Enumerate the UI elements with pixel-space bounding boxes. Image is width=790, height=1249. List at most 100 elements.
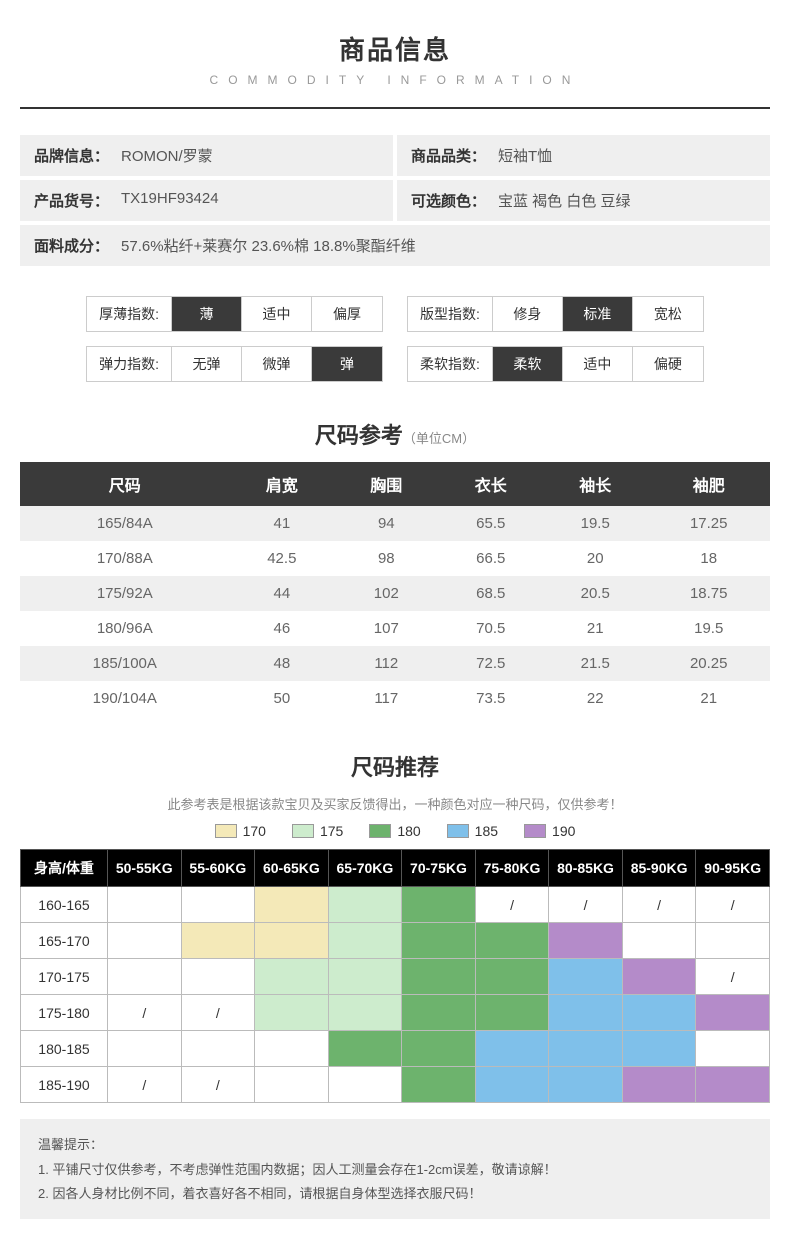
rec-cell: [622, 923, 696, 959]
legend-label: 190: [552, 823, 575, 839]
rec-cell: /: [696, 959, 770, 995]
rec-cell: /: [181, 1067, 255, 1103]
spec-indices: 厚薄指数:薄适中偏厚版型指数:修身标准宽松弹力指数:无弹微弹弹柔软指数:柔软适中…: [20, 296, 770, 382]
legend-swatch: [369, 824, 391, 838]
rec-cell: [181, 887, 255, 923]
legend-label: 170: [243, 823, 266, 839]
size-cell: 50: [230, 681, 334, 716]
rec-weight-header: 90-95KG: [696, 850, 770, 887]
rec-cell: [328, 1031, 402, 1067]
category-label: 商品品类：: [411, 145, 486, 166]
index-option: 弹: [312, 347, 382, 381]
legend-swatch: [447, 824, 469, 838]
rec-cell: [402, 1067, 476, 1103]
rec-cell: [255, 959, 329, 995]
index-option: 无弹: [172, 347, 242, 381]
size-cell: 102: [334, 576, 438, 611]
rec-cell: [181, 1031, 255, 1067]
index-group: 版型指数:修身标准宽松: [407, 296, 704, 332]
category-value: 短袖T恤: [498, 145, 552, 166]
rec-cell: [696, 1067, 770, 1103]
rec-cell: [622, 1031, 696, 1067]
rec-height-label: 185-190: [21, 1067, 108, 1103]
rec-cell: /: [475, 887, 549, 923]
size-cell: 170/88A: [20, 541, 230, 576]
rec-cell: [696, 923, 770, 959]
product-info: 品牌信息：ROMON/罗蒙 商品品类：短袖T恤 产品货号：TX19HF93424…: [20, 135, 770, 266]
rec-cell: [549, 995, 623, 1031]
legend-swatch: [215, 824, 237, 838]
color-value: 宝蓝 褐色 白色 豆绿: [498, 190, 631, 211]
rec-cell: [255, 995, 329, 1031]
size-col-header: 袖肥: [647, 462, 770, 506]
rec-height-label: 175-180: [21, 995, 108, 1031]
rec-cell: [696, 1031, 770, 1067]
rec-cell: [622, 1067, 696, 1103]
rec-cell: [549, 959, 623, 995]
index-option: 宽松: [633, 297, 703, 331]
rec-height-label: 165-170: [21, 923, 108, 959]
size-cell: 17.25: [647, 506, 770, 541]
legend-item: 175: [292, 823, 343, 839]
rec-cell: [475, 1031, 549, 1067]
rec-cell: [255, 1067, 329, 1103]
tips-line: 2. 因各人身材比例不同，着衣喜好各不相同，请根据自身体型选择衣服尺码！: [38, 1182, 752, 1205]
legend-item: 190: [524, 823, 575, 839]
legend-label: 175: [320, 823, 343, 839]
size-cell: 41: [230, 506, 334, 541]
size-cell: 175/92A: [20, 576, 230, 611]
legend-swatch: [524, 824, 546, 838]
tips-line: 1. 平铺尺寸仅供参考，不考虑弹性范围内数据；因人工测量会存在1-2cm误差，敬…: [38, 1158, 752, 1181]
size-cell: 21.5: [543, 646, 647, 681]
title-en: COMMODITY INFORMATION: [20, 73, 770, 87]
size-cell: 19.5: [647, 611, 770, 646]
rec-weight-header: 55-60KG: [181, 850, 255, 887]
rec-cell: [549, 1067, 623, 1103]
rec-cell: /: [696, 887, 770, 923]
size-cell: 165/84A: [20, 506, 230, 541]
legend-label: 185: [475, 823, 498, 839]
size-ref-unit: （单位CM）: [403, 431, 475, 446]
size-cell: 94: [334, 506, 438, 541]
rec-cell: [475, 1067, 549, 1103]
index-option: 柔软: [493, 347, 563, 381]
size-ref-title-text: 尺码参考: [315, 423, 403, 448]
legend-label: 180: [397, 823, 420, 839]
rec-cell: [402, 923, 476, 959]
rec-cell: [255, 1031, 329, 1067]
divider: [20, 107, 770, 109]
color-label: 可选颜色：: [411, 190, 486, 211]
rec-cell: /: [108, 1067, 182, 1103]
index-option: 薄: [172, 297, 242, 331]
rec-cell: [328, 923, 402, 959]
fabric-label: 面料成分：: [34, 235, 109, 256]
index-option: 标准: [563, 297, 633, 331]
rec-cell: [255, 923, 329, 959]
size-cell: 46: [230, 611, 334, 646]
index-option: 适中: [563, 347, 633, 381]
size-cell: 112: [334, 646, 438, 681]
size-cell: 190/104A: [20, 681, 230, 716]
size-cell: 22: [543, 681, 647, 716]
index-label: 柔软指数:: [408, 347, 493, 381]
rec-header: 身高/体重: [21, 850, 108, 887]
rec-cell: [475, 959, 549, 995]
rec-cell: /: [622, 887, 696, 923]
size-cell: 20.5: [543, 576, 647, 611]
rec-height-label: 160-165: [21, 887, 108, 923]
rec-weight-header: 60-65KG: [255, 850, 329, 887]
size-rec-note: 此参考表是根据该款宝贝及买家反馈得出，一种颜色对应一种尺码，仅供参考！: [20, 794, 770, 813]
size-cell: 48: [230, 646, 334, 681]
rec-cell: [108, 1031, 182, 1067]
rec-weight-header: 75-80KG: [475, 850, 549, 887]
rec-cell: /: [181, 995, 255, 1031]
legend-item: 170: [215, 823, 266, 839]
rec-weight-header: 70-75KG: [402, 850, 476, 887]
title-cn: 商品信息: [20, 30, 770, 67]
tips-box: 温馨提示： 1. 平铺尺寸仅供参考，不考虑弹性范围内数据；因人工测量会存在1-2…: [20, 1119, 770, 1219]
rec-cell: [402, 1031, 476, 1067]
size-col-header: 胸围: [334, 462, 438, 506]
page-header: 商品信息 COMMODITY INFORMATION: [20, 30, 770, 87]
index-option: 微弹: [242, 347, 312, 381]
size-cell: 44: [230, 576, 334, 611]
